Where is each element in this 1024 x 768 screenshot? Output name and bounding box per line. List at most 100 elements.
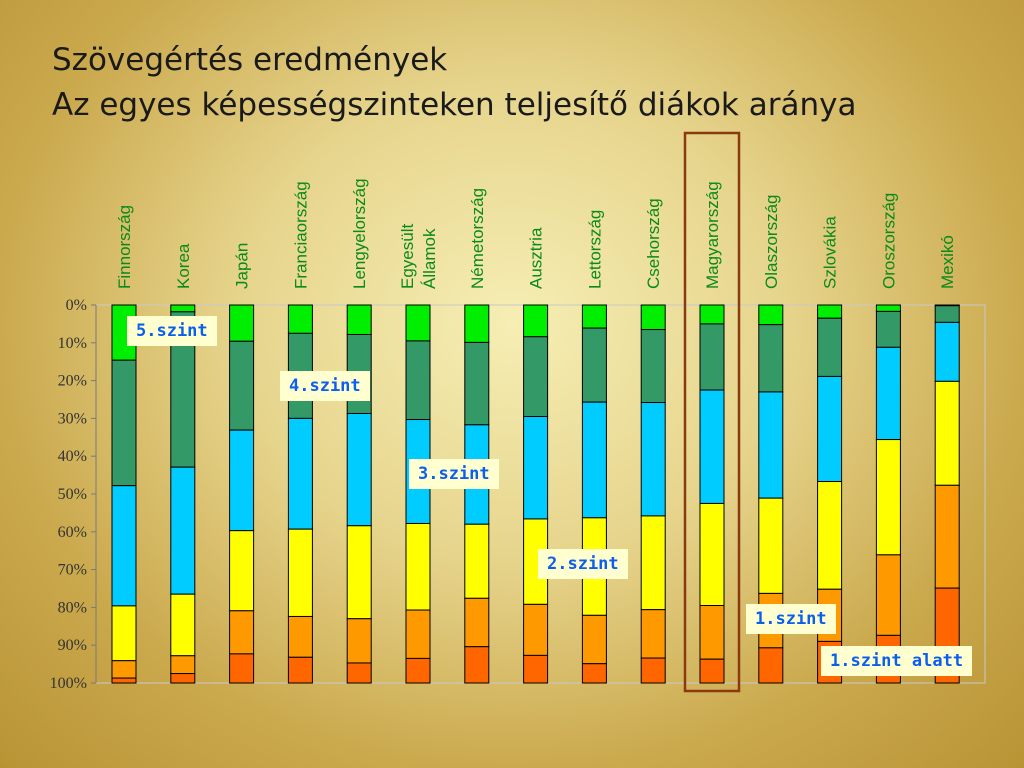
- bar-segment: [229, 610, 255, 655]
- bar-segment: [229, 304, 255, 342]
- bar-segment: [581, 401, 607, 519]
- bar-segment: [170, 466, 196, 595]
- bar-segment: [699, 605, 725, 660]
- bar-segment: [229, 653, 255, 684]
- y-tick-label: 70%: [58, 562, 87, 579]
- bar-segment: [111, 660, 137, 679]
- bar-segment: [699, 658, 725, 684]
- bar-segment: [758, 497, 784, 594]
- y-tick-label: 0%: [66, 297, 87, 314]
- bar-segment: [464, 523, 490, 599]
- category-label: Oroszország: [879, 193, 898, 289]
- bar-segment: [640, 515, 666, 611]
- bar-segment: [581, 304, 607, 329]
- bar-segment: [817, 317, 843, 377]
- category-label: Ausztria: [527, 227, 546, 289]
- bar-segment: [405, 522, 431, 611]
- legend-label: 4.szint: [280, 371, 370, 401]
- bar-segment: [111, 605, 137, 662]
- category-label: Magyarország: [703, 181, 722, 289]
- category-label: Finnország: [115, 205, 134, 289]
- category-label: Olaszország: [762, 195, 781, 289]
- category-label: Szlovákia: [821, 216, 840, 289]
- bar-segment: [640, 329, 666, 404]
- bar-segment: [111, 359, 137, 487]
- bar-segment: [523, 416, 549, 520]
- legend-label: 1.szint alatt: [821, 646, 973, 676]
- bar-segment: [170, 304, 196, 313]
- category-label: Korea: [174, 243, 193, 289]
- bar-segment: [523, 603, 549, 656]
- bar-segment: [523, 336, 549, 418]
- bar-segment: [346, 412, 372, 527]
- y-tick-label: 50%: [58, 486, 87, 503]
- y-tick-label: 60%: [58, 524, 87, 541]
- bar-segment: [346, 525, 372, 620]
- bar-segment: [405, 304, 431, 342]
- y-tick-label: 90%: [58, 637, 87, 654]
- bar-segment: [287, 304, 313, 334]
- bar-segment: [229, 340, 255, 431]
- bar-segment: [875, 554, 901, 636]
- bar-segment: [229, 530, 255, 612]
- bar-segment: [170, 655, 196, 675]
- bar-segment: [699, 323, 725, 391]
- y-tick-label: 40%: [58, 448, 87, 465]
- bar-segment: [111, 677, 137, 684]
- bar-segment: [640, 609, 666, 659]
- y-tick-label: 100%: [50, 675, 87, 692]
- category-label: Csehország: [644, 198, 663, 289]
- bar-segment: [405, 657, 431, 684]
- y-tick-label: 80%: [58, 599, 87, 616]
- bar-segment: [346, 662, 372, 684]
- bar-segment: [464, 341, 490, 426]
- bar-segment: [170, 673, 196, 684]
- bar-segment: [817, 304, 843, 319]
- bar-segment: [581, 614, 607, 665]
- category-label: Franciaország: [291, 181, 310, 289]
- bar-segment: [581, 663, 607, 684]
- bar-segment: [464, 304, 490, 343]
- bar-segment: [640, 402, 666, 517]
- bar-segment: [287, 528, 313, 617]
- bar-segment: [581, 327, 607, 403]
- bar-segment: [229, 429, 255, 532]
- y-tick-label: 20%: [58, 373, 87, 390]
- bar-segment: [523, 654, 549, 684]
- category-label: Lengyelország: [350, 178, 369, 289]
- bar-segment: [758, 304, 784, 326]
- category-label: Németország: [468, 188, 487, 289]
- category-label: Mexikó: [938, 235, 957, 289]
- bar-segment: [875, 346, 901, 441]
- bar-segment: [934, 484, 960, 589]
- bar-segment: [405, 609, 431, 659]
- title-line-2: Az egyes képességszinteken teljesítő diá…: [52, 87, 857, 123]
- legend-label: 5.szint: [127, 316, 217, 346]
- bar-segment: [287, 615, 313, 658]
- legend-label: 3.szint: [409, 459, 499, 489]
- bar-segment: [464, 646, 490, 684]
- bar-segment: [758, 647, 784, 684]
- legend-label: 2.szint: [538, 549, 628, 579]
- bar-segment: [758, 324, 784, 393]
- bar-segment: [640, 657, 666, 684]
- y-tick-label: 30%: [58, 410, 87, 427]
- bar-segment: [875, 304, 901, 312]
- bar-segment: [934, 305, 960, 323]
- bar-segment: [875, 439, 901, 556]
- bar-segment: [640, 304, 666, 331]
- bar-segment: [287, 417, 313, 530]
- category-label: Államok: [420, 228, 439, 289]
- bar-segment: [699, 304, 725, 325]
- bar-segment: [934, 380, 960, 486]
- category-label: Japán: [233, 243, 252, 289]
- bar-segment: [875, 310, 901, 348]
- bar-segment: [111, 485, 137, 607]
- bar-segment: [934, 321, 960, 382]
- bar-segment: [523, 304, 549, 338]
- y-tick-label: 10%: [58, 335, 87, 352]
- legend-label: 1.szint: [746, 604, 836, 634]
- bar-segment: [346, 304, 372, 335]
- bar-segment: [758, 391, 784, 499]
